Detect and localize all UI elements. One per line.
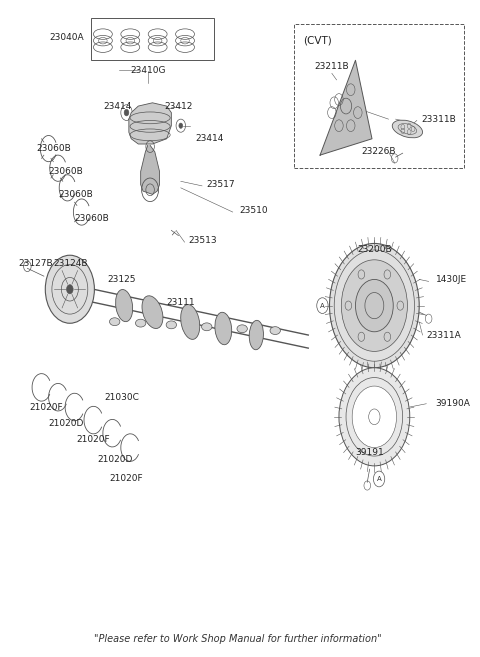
Text: 21020D: 21020D (48, 419, 84, 428)
Text: 23111: 23111 (167, 298, 195, 307)
Text: 23124B: 23124B (53, 259, 88, 267)
Text: 23517: 23517 (207, 180, 235, 189)
Ellipse shape (202, 323, 212, 330)
Circle shape (329, 244, 419, 368)
Text: 23211B: 23211B (314, 62, 349, 72)
Circle shape (179, 123, 183, 128)
Circle shape (45, 255, 95, 323)
Text: "Please refer to Work Shop Manual for further information": "Please refer to Work Shop Manual for fu… (94, 634, 381, 645)
Text: 21030C: 21030C (104, 393, 139, 401)
Ellipse shape (249, 321, 264, 350)
Text: 23040A: 23040A (49, 33, 84, 42)
Ellipse shape (166, 321, 177, 328)
Ellipse shape (135, 319, 146, 327)
Text: 21020D: 21020D (97, 455, 132, 464)
Text: A: A (377, 476, 382, 482)
Ellipse shape (270, 327, 280, 334)
Ellipse shape (237, 325, 247, 332)
Ellipse shape (180, 305, 200, 340)
Text: 39190A: 39190A (436, 399, 470, 408)
Text: 23060B: 23060B (74, 214, 109, 223)
Bar (294, 24, 464, 168)
Text: 23513: 23513 (188, 236, 216, 244)
Text: 23510: 23510 (240, 206, 268, 215)
Text: 1430JE: 1430JE (436, 275, 467, 284)
Ellipse shape (116, 290, 132, 322)
Circle shape (341, 260, 408, 351)
Text: 23125: 23125 (108, 275, 136, 284)
Ellipse shape (392, 120, 422, 138)
Text: 23311A: 23311A (426, 330, 461, 340)
Text: 23412: 23412 (164, 102, 192, 110)
Ellipse shape (109, 318, 120, 326)
Text: 23060B: 23060B (37, 144, 72, 153)
Text: 23200B: 23200B (357, 246, 392, 254)
Text: 21020F: 21020F (110, 474, 144, 484)
Text: 23410G: 23410G (130, 66, 166, 75)
Circle shape (356, 279, 393, 332)
Circle shape (339, 368, 410, 466)
Text: 21020F: 21020F (30, 403, 63, 411)
Ellipse shape (215, 312, 232, 345)
Text: (CVT): (CVT) (303, 35, 332, 45)
Circle shape (352, 386, 396, 447)
Text: 23060B: 23060B (58, 190, 93, 199)
Text: 21020F: 21020F (77, 435, 110, 444)
Text: 23060B: 23060B (48, 167, 84, 176)
Text: 23311B: 23311B (421, 115, 456, 124)
Polygon shape (320, 60, 372, 155)
Text: 23414: 23414 (195, 134, 223, 143)
Circle shape (124, 109, 129, 116)
Text: 23226B: 23226B (362, 147, 396, 156)
Text: A: A (320, 303, 325, 309)
Polygon shape (141, 145, 159, 194)
Circle shape (67, 284, 73, 294)
Text: 39191: 39191 (355, 448, 384, 457)
Ellipse shape (142, 296, 163, 328)
Polygon shape (129, 102, 171, 144)
Text: 23414: 23414 (103, 102, 131, 110)
Text: 23127B: 23127B (18, 259, 52, 267)
Bar (91, 18, 214, 60)
